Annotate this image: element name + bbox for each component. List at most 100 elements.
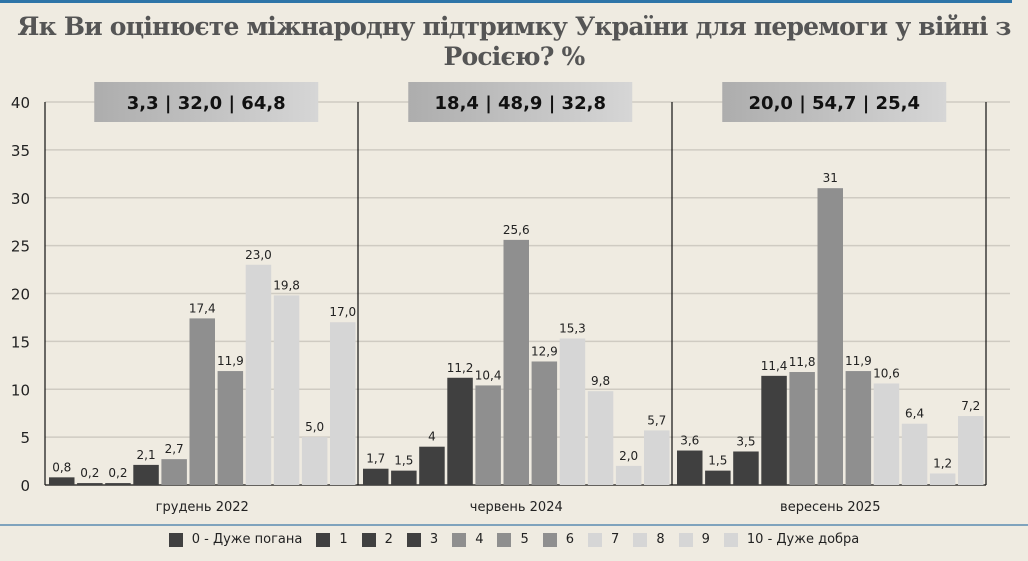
data-label: 2,0 (619, 449, 638, 463)
legend-swatch (723, 532, 738, 547)
legend-item: 6 (542, 532, 575, 547)
bar (733, 451, 759, 485)
legend-item: 3 (406, 532, 439, 547)
data-label: 11,9 (845, 354, 872, 368)
bar (503, 239, 529, 485)
legend-label: 2 (384, 532, 393, 547)
y-tick-label: 25 (11, 238, 30, 256)
data-label: 11,4 (761, 359, 788, 373)
y-tick-label: 15 (11, 333, 30, 351)
bar (189, 318, 215, 485)
legend-label: 4 (475, 532, 484, 547)
data-label: 0,2 (108, 466, 127, 480)
data-label: 25,6 (503, 223, 530, 237)
legend-swatch (497, 532, 512, 547)
legend-label: 6 (565, 532, 575, 547)
data-label: 0,8 (52, 460, 71, 474)
bar (105, 483, 131, 485)
legend-swatch (633, 532, 648, 547)
legend-item: 8 (633, 532, 665, 547)
data-label: 11,8 (789, 355, 816, 369)
legend-item: 7 (588, 532, 619, 547)
legend-item: 10 - Дуже добра (723, 532, 860, 547)
data-label: 5,7 (647, 413, 666, 427)
y-tick-label: 35 (11, 142, 30, 160)
legend-swatch (542, 532, 557, 547)
legend: 0 - Дуже погана 1 2 3 4 5 6 7 8 9 10 - Дуже добра (0, 532, 1028, 547)
legend-label: 8 (656, 532, 665, 547)
data-label: 3,5 (736, 434, 755, 448)
y-tick-label: 5 (20, 429, 30, 447)
y-tick-label: 30 (11, 190, 30, 208)
legend-label: 7 (611, 532, 620, 547)
bar (873, 383, 900, 485)
group-label: вересень 2025 (780, 500, 880, 515)
data-label: 0,2 (80, 466, 99, 480)
group-label: червень 2024 (470, 500, 563, 515)
bar (761, 375, 787, 485)
data-label: 1,5 (394, 454, 413, 468)
legend-item: 2 (361, 532, 393, 547)
bar (901, 423, 928, 485)
bar (330, 322, 356, 485)
legend-label: 3 (429, 532, 439, 547)
legend-item: 1 (316, 532, 348, 547)
legend-label: 0 - Дуже погана (191, 532, 303, 547)
data-label: 1,7 (366, 452, 385, 466)
legend-label: 10 - Дуже добра (746, 532, 860, 547)
data-label: 3,6 (680, 434, 699, 448)
top-accent-line (0, 0, 1012, 3)
bar (273, 295, 300, 485)
bar (958, 416, 984, 485)
data-label: 7,2 (961, 399, 980, 413)
bar (817, 188, 843, 486)
bar (845, 371, 872, 485)
data-label: 4 (428, 430, 436, 444)
bar (789, 372, 815, 485)
bar (615, 465, 642, 485)
bar (363, 468, 389, 485)
bar (161, 459, 187, 485)
legend-swatch (316, 532, 331, 547)
data-label: 15,3 (559, 322, 586, 336)
legend-swatch (361, 532, 376, 547)
chart-title: Як Ви оцінюєте міжнародну підтримку Укра… (17, 12, 1011, 71)
data-label: 1,5 (708, 454, 727, 468)
legend-swatch (678, 532, 693, 547)
legend-swatch (588, 532, 603, 547)
data-label: 12,9 (531, 344, 558, 358)
legend-item: 4 (452, 532, 483, 547)
summary-box (722, 82, 947, 122)
summary-text: 20,0 | 54,7 | 25,4 (749, 93, 920, 114)
summary-text: 18,4 | 48,9 | 32,8 (435, 93, 606, 114)
data-label: 10,6 (873, 367, 900, 381)
data-label: 10,4 (475, 368, 502, 382)
legend-swatch (168, 532, 183, 547)
legend-item: 5 (497, 532, 529, 547)
bar (587, 391, 614, 485)
group-label: грудень 2022 (156, 500, 249, 515)
summary-box (408, 82, 633, 122)
bar (677, 450, 703, 485)
data-label: 17,4 (189, 301, 216, 315)
bar (391, 470, 417, 485)
bar (475, 385, 501, 485)
legend-item: 9 (678, 532, 710, 547)
bar (531, 361, 558, 485)
legend-swatch (452, 532, 467, 547)
legend-swatch (406, 532, 421, 547)
y-tick-label: 0 (20, 477, 30, 495)
data-label: 19,8 (273, 278, 300, 292)
data-label: 9,8 (591, 374, 610, 388)
bar (447, 377, 473, 485)
bar (77, 483, 103, 485)
bar (929, 473, 956, 485)
legend-label: 9 (701, 532, 710, 547)
bar (705, 470, 731, 485)
data-label: 1,2 (933, 457, 952, 471)
data-label: 17,0 (329, 305, 356, 319)
bar (644, 430, 670, 485)
bar (301, 437, 328, 485)
y-tick-label: 20 (11, 286, 30, 304)
legend-label: 5 (520, 532, 529, 547)
